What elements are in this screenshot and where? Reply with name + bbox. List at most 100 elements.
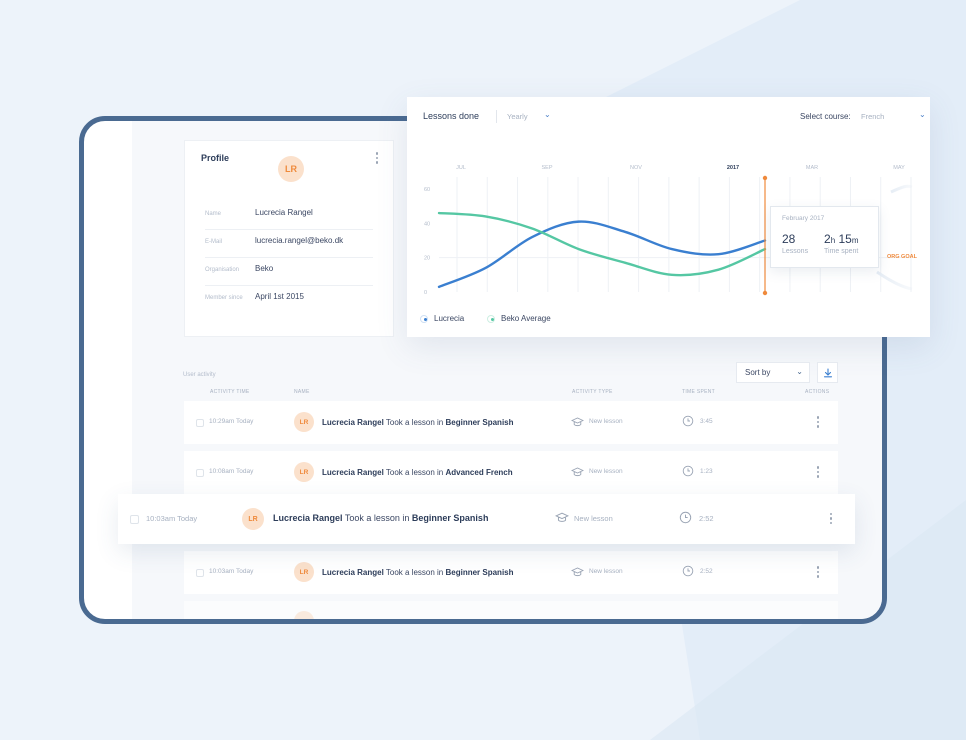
activity-type: New lesson: [589, 418, 623, 425]
time-spent: 2:52: [699, 514, 714, 523]
tooltip-lessons-label: Lessons: [782, 248, 809, 255]
profile-card: Profile LR Name Lucrecia Rangel E-Mail l…: [184, 140, 394, 337]
marker-dot: [762, 175, 768, 181]
period-select[interactable]: Yearly: [507, 112, 528, 121]
line-chart: JUL SEP NOV 2017 MAR MAY 60 40 20 0: [424, 165, 913, 296]
divider: [496, 110, 497, 123]
clock-icon: [679, 511, 692, 524]
tooltip-time-value: 2h 15m: [824, 232, 859, 246]
activity-description: Lucrecia Rangel Took a lesson in Advance…: [322, 468, 513, 477]
clock-icon: [682, 465, 694, 477]
activity-time: 10:29am Today: [209, 418, 254, 425]
field-label: Member since: [205, 295, 243, 301]
sort-by-dropdown[interactable]: Sort by ⌄: [736, 362, 810, 383]
chevron-down-icon[interactable]: ⌄: [919, 110, 926, 119]
field-value: Beko: [255, 264, 274, 273]
chart-title: Lessons done: [423, 111, 480, 121]
x-tick-label: 2017: [727, 165, 739, 171]
avatar: LR: [294, 562, 314, 582]
legend-item-beko-average[interactable]: Beko Average: [487, 314, 551, 323]
lessons-chart-card: Lessons done Yearly ⌄ Select course: Fre…: [407, 97, 930, 337]
y-tick-label: 0: [424, 290, 427, 296]
course-select-label: Select course:: [800, 112, 851, 121]
more-options-icon[interactable]: [814, 565, 822, 579]
activity-description: Lucrecia Rangel Took a lesson in Beginne…: [322, 568, 514, 577]
chevron-down-icon[interactable]: ⌄: [544, 110, 551, 119]
x-tick-label: SEP: [541, 165, 552, 171]
legend-label: Beko Average: [501, 314, 551, 323]
time-spent: 3:45: [700, 418, 713, 425]
avatar: LR: [278, 156, 304, 182]
row-checkbox[interactable]: [130, 515, 139, 524]
profile-row-member-since: Member since April 1st 2015: [205, 285, 373, 313]
more-options-icon[interactable]: [373, 151, 381, 165]
more-options-icon[interactable]: [814, 465, 822, 479]
table-row-partial: [184, 601, 838, 619]
field-value: lucrecia.rangel@beko.dk: [255, 236, 344, 245]
profile-row-name: Name Lucrecia Rangel: [205, 201, 373, 230]
avatar: LR: [294, 462, 314, 482]
tooltip-date: February 2017: [782, 215, 825, 222]
clock-icon: [682, 565, 694, 577]
more-options-icon[interactable]: [814, 415, 822, 429]
course-select[interactable]: French: [861, 112, 885, 121]
activity-type: New lesson: [589, 468, 623, 475]
legend-dot-icon: [487, 314, 495, 323]
y-tick-label: 60: [424, 187, 430, 193]
x-tick-label: NOV: [630, 165, 642, 171]
row-checkbox[interactable]: [196, 419, 204, 427]
profile-row-organisation: Organisation Beko: [205, 257, 373, 286]
row-checkbox[interactable]: [196, 569, 204, 577]
graduation-cap-icon: [571, 567, 584, 577]
table-row[interactable]: 10:08am Today LR Lucrecia Rangel Took a …: [184, 451, 838, 494]
legend-label: Lucrecia: [434, 314, 465, 323]
more-options-icon[interactable]: [827, 511, 835, 526]
column-header-time-spent[interactable]: TIME SPENT: [682, 389, 716, 395]
table-row[interactable]: 10:29am Today LR Lucrecia Rangel Took a …: [184, 401, 838, 444]
field-value: Lucrecia Rangel: [255, 208, 313, 217]
time-spent: 2:52: [700, 568, 713, 575]
avatar: LR: [294, 412, 314, 432]
series-line-beko-average: [437, 211, 767, 277]
column-header-activity-type[interactable]: ACTIVITY TYPE: [572, 389, 613, 395]
download-icon: [823, 367, 832, 377]
clock-icon: [682, 415, 694, 427]
row-checkbox[interactable]: [196, 469, 204, 477]
avatar: LR: [242, 508, 264, 530]
series-line-lucrecia: [437, 220, 767, 289]
graduation-cap-icon: [571, 467, 584, 477]
marker-dot: [762, 290, 768, 296]
legend-item-lucrecia[interactable]: Lucrecia: [420, 314, 464, 323]
table-row[interactable]: 10:03am Today LR Lucrecia Rangel Took a …: [184, 551, 838, 594]
legend-dot-icon: [420, 314, 428, 323]
column-header-name[interactable]: NAME: [294, 389, 310, 395]
avatar: [294, 611, 314, 619]
x-tick-label: MAR: [806, 165, 818, 171]
section-title: User activity: [183, 372, 216, 378]
activity-description: Lucrecia Rangel Took a lesson in Beginne…: [273, 513, 489, 523]
future-projection-line: [890, 184, 913, 194]
column-header-activity-time[interactable]: ACTIVITY TIME: [210, 389, 250, 395]
tooltip-time-label: Time spent: [824, 248, 859, 255]
tooltip-lessons-value: 28: [782, 232, 796, 246]
future-projection-line: [876, 270, 913, 291]
field-label: Name: [205, 211, 222, 217]
activity-time: 10:03am Today: [146, 514, 198, 523]
chevron-down-icon: ⌄: [796, 367, 803, 376]
profile-row-email: E-Mail lucrecia.rangel@beko.dk: [205, 229, 373, 258]
activity-time: 10:08am Today: [209, 468, 254, 475]
column-header-actions: ACTIONS: [805, 389, 830, 395]
graduation-cap-icon: [571, 417, 584, 427]
activity-type: New lesson: [574, 514, 613, 523]
profile-title: Profile: [201, 153, 230, 163]
time-spent: 1:23: [700, 468, 713, 475]
chart-tooltip: February 2017 28 Lessons 2h 15m Time spe…: [770, 206, 879, 268]
field-label: E-Mail: [205, 239, 223, 245]
org-goal-label: ORG GOAL: [887, 254, 917, 260]
table-row-highlighted[interactable]: 10:03am Today LR Lucrecia Rangel Took a …: [118, 494, 855, 544]
y-tick-label: 40: [424, 221, 430, 227]
download-button[interactable]: [817, 362, 838, 383]
field-value: April 1st 2015: [255, 292, 304, 301]
x-tick-label: MAY: [893, 165, 905, 171]
field-label: Organisation: [205, 267, 240, 273]
